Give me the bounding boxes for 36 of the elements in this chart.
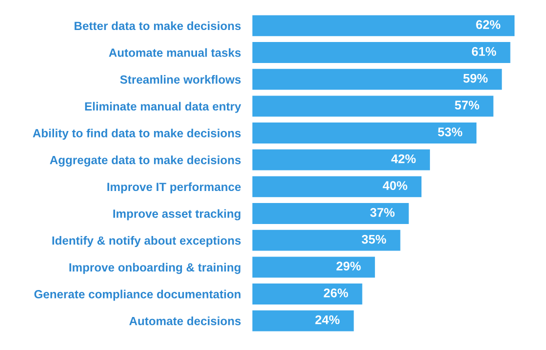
data-label: 37% [370, 208, 395, 217]
data-label: 29% [336, 262, 361, 271]
bar [252, 122, 476, 144]
data-label: 42% [391, 154, 416, 164]
y-tick-label: Aggregate data to make decisions [50, 156, 241, 167]
y-tick-label: Improve asset tracking [113, 209, 240, 220]
data-label: 26% [324, 288, 348, 298]
y-tick-label: Automate decisions [129, 316, 241, 326]
bar [252, 149, 430, 170]
data-label: 57% [454, 100, 480, 110]
bar [252, 15, 515, 36]
y-tick-label: Automate manual tasks [108, 48, 241, 57]
data-label: 24% [315, 315, 340, 324]
data-label: 61% [472, 47, 496, 56]
y-tick-label: Generate compliance documentation [34, 290, 240, 301]
y-tick-label: Ability to find data to make decisions [32, 128, 241, 140]
data-label: 59% [463, 74, 488, 83]
y-tick-label: Improve onboarding & training [69, 262, 240, 274]
bar [252, 284, 362, 304]
bar [252, 176, 422, 198]
bar [252, 42, 510, 63]
bar [252, 310, 354, 332]
y-tick-label: Better data to make decisions [74, 21, 241, 30]
y-tick-label: Eliminate manual data entry [85, 102, 242, 113]
bar [252, 96, 494, 117]
y-tick-label: Streamline workflows [120, 75, 241, 84]
bar [252, 256, 375, 278]
y-tick-label: Identify & notify about exceptions [52, 236, 241, 248]
bar [252, 203, 409, 224]
y-tick-label: Improve IT performance [107, 182, 241, 194]
data-label: 53% [438, 128, 462, 136]
bar [252, 230, 400, 251]
data-label: 62% [476, 20, 500, 30]
data-label: 35% [362, 234, 386, 244]
data-label: 40% [382, 181, 408, 190]
bar [252, 68, 502, 90]
